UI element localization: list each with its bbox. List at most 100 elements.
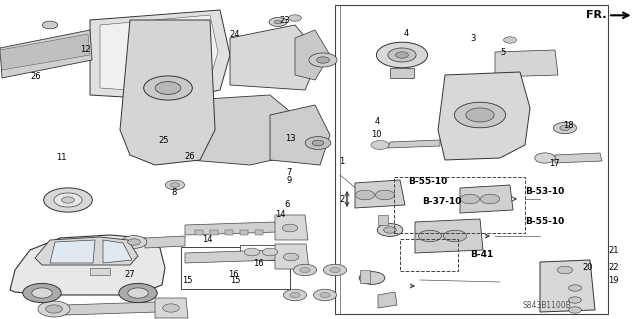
Circle shape xyxy=(504,37,516,43)
Polygon shape xyxy=(540,260,595,312)
Text: 13: 13 xyxy=(285,134,296,143)
Text: 15: 15 xyxy=(182,276,192,285)
Circle shape xyxy=(309,53,337,67)
Polygon shape xyxy=(388,140,440,148)
Bar xyxy=(378,215,388,225)
Circle shape xyxy=(376,190,395,200)
Circle shape xyxy=(330,267,340,272)
Bar xyxy=(240,245,290,260)
Circle shape xyxy=(560,125,570,130)
Circle shape xyxy=(32,288,52,298)
Text: 4: 4 xyxy=(375,117,380,126)
Circle shape xyxy=(165,180,184,190)
Text: 14: 14 xyxy=(275,210,285,219)
Text: 14: 14 xyxy=(202,235,212,244)
Circle shape xyxy=(163,304,179,312)
Circle shape xyxy=(284,253,299,261)
Circle shape xyxy=(323,264,346,276)
Circle shape xyxy=(568,297,581,303)
Circle shape xyxy=(128,288,148,298)
Polygon shape xyxy=(185,222,278,235)
Circle shape xyxy=(554,122,577,134)
Polygon shape xyxy=(35,237,138,265)
Polygon shape xyxy=(185,250,278,263)
Circle shape xyxy=(371,141,389,150)
Text: B-55-10: B-55-10 xyxy=(525,217,564,226)
Circle shape xyxy=(23,283,61,302)
Bar xyxy=(225,230,233,235)
Circle shape xyxy=(314,289,337,301)
Bar xyxy=(195,230,203,235)
Polygon shape xyxy=(230,25,320,90)
Text: 19: 19 xyxy=(608,276,618,285)
Circle shape xyxy=(568,285,581,291)
Text: 8: 8 xyxy=(171,189,176,197)
Text: 15: 15 xyxy=(230,276,241,285)
Polygon shape xyxy=(555,153,602,163)
Polygon shape xyxy=(145,236,185,248)
Bar xyxy=(400,239,458,271)
Bar xyxy=(210,230,218,235)
Circle shape xyxy=(444,230,467,242)
Text: 23: 23 xyxy=(280,16,291,25)
Text: 1: 1 xyxy=(339,157,344,166)
Polygon shape xyxy=(275,215,308,240)
Text: 17: 17 xyxy=(549,159,560,168)
Circle shape xyxy=(568,307,581,313)
Text: 20: 20 xyxy=(582,263,593,272)
Polygon shape xyxy=(120,20,215,165)
Circle shape xyxy=(355,190,374,200)
Circle shape xyxy=(274,20,282,24)
Circle shape xyxy=(284,289,307,301)
Circle shape xyxy=(481,194,500,204)
Text: B-37-10: B-37-10 xyxy=(422,197,462,206)
Bar xyxy=(390,68,414,78)
Circle shape xyxy=(305,137,331,149)
Bar xyxy=(240,230,248,235)
Polygon shape xyxy=(0,34,90,70)
Circle shape xyxy=(359,271,385,284)
Bar xyxy=(90,268,110,275)
Text: 2: 2 xyxy=(339,195,344,204)
Text: 27: 27 xyxy=(125,271,136,279)
Text: 6: 6 xyxy=(285,200,290,209)
Circle shape xyxy=(244,248,260,256)
Circle shape xyxy=(388,48,416,62)
Circle shape xyxy=(376,42,428,68)
Text: B-41: B-41 xyxy=(470,250,493,259)
Bar xyxy=(335,5,608,314)
Text: B-53-10: B-53-10 xyxy=(525,187,564,196)
Circle shape xyxy=(121,236,147,249)
Text: 10: 10 xyxy=(371,130,381,139)
Polygon shape xyxy=(103,240,132,263)
Circle shape xyxy=(262,248,278,256)
Circle shape xyxy=(557,266,573,274)
Polygon shape xyxy=(415,219,483,253)
Circle shape xyxy=(419,230,442,242)
Circle shape xyxy=(170,183,179,187)
Circle shape xyxy=(144,76,192,100)
Circle shape xyxy=(535,153,556,163)
Circle shape xyxy=(396,52,408,58)
Circle shape xyxy=(312,140,324,146)
Circle shape xyxy=(42,21,58,29)
Text: 5: 5 xyxy=(500,48,506,57)
Text: 21: 21 xyxy=(608,246,618,255)
Bar xyxy=(360,270,370,283)
Circle shape xyxy=(290,293,300,298)
Polygon shape xyxy=(0,30,92,78)
Polygon shape xyxy=(378,292,397,308)
Polygon shape xyxy=(50,240,95,263)
Bar xyxy=(181,247,290,289)
Circle shape xyxy=(38,301,70,317)
Circle shape xyxy=(61,197,74,203)
Circle shape xyxy=(44,188,92,212)
Text: S843B1100B: S843B1100B xyxy=(523,301,572,310)
Circle shape xyxy=(320,293,330,298)
Bar xyxy=(255,230,263,235)
Circle shape xyxy=(289,15,301,21)
Polygon shape xyxy=(495,50,558,77)
Circle shape xyxy=(460,194,479,204)
Polygon shape xyxy=(155,298,188,318)
Polygon shape xyxy=(190,95,300,165)
